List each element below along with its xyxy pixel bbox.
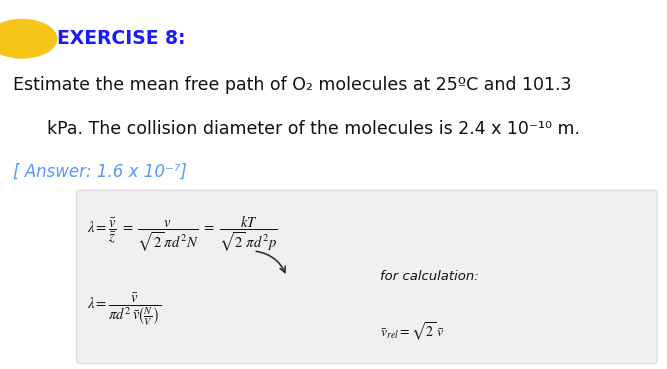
Circle shape bbox=[0, 20, 57, 58]
Text: $\lambda = \dfrac{\bar{v}}{\bar{z}}\ =\ \dfrac{v}{\sqrt{2}\,\pi d^2 N}\ =\ \dfra: $\lambda = \dfrac{\bar{v}}{\bar{z}}\ =\ … bbox=[87, 214, 277, 254]
Text: $\lambda = \dfrac{\bar{v}}{\pi d^2\,\bar{v}\!\left(\frac{N}{V}\right)}$: $\lambda = \dfrac{\bar{v}}{\pi d^2\,\bar… bbox=[87, 292, 161, 328]
Text: $\bar{v}_{rel} = \sqrt{2}\,\bar{v}$: $\bar{v}_{rel} = \sqrt{2}\,\bar{v}$ bbox=[380, 321, 444, 343]
Text: [ Answer: 1.6 x 10⁻⁷]: [ Answer: 1.6 x 10⁻⁷] bbox=[13, 163, 187, 180]
FancyBboxPatch shape bbox=[77, 190, 657, 363]
Text: EXERCISE 8:: EXERCISE 8: bbox=[57, 29, 185, 48]
Text: kPa. The collision diameter of the molecules is 2.4 x 10⁻¹⁰ m.: kPa. The collision diameter of the molec… bbox=[47, 120, 580, 138]
Text: Estimate the mean free path of O₂ molecules at 25ºC and 101.3: Estimate the mean free path of O₂ molecu… bbox=[13, 76, 572, 94]
Text: for calculation:: for calculation: bbox=[380, 270, 479, 283]
